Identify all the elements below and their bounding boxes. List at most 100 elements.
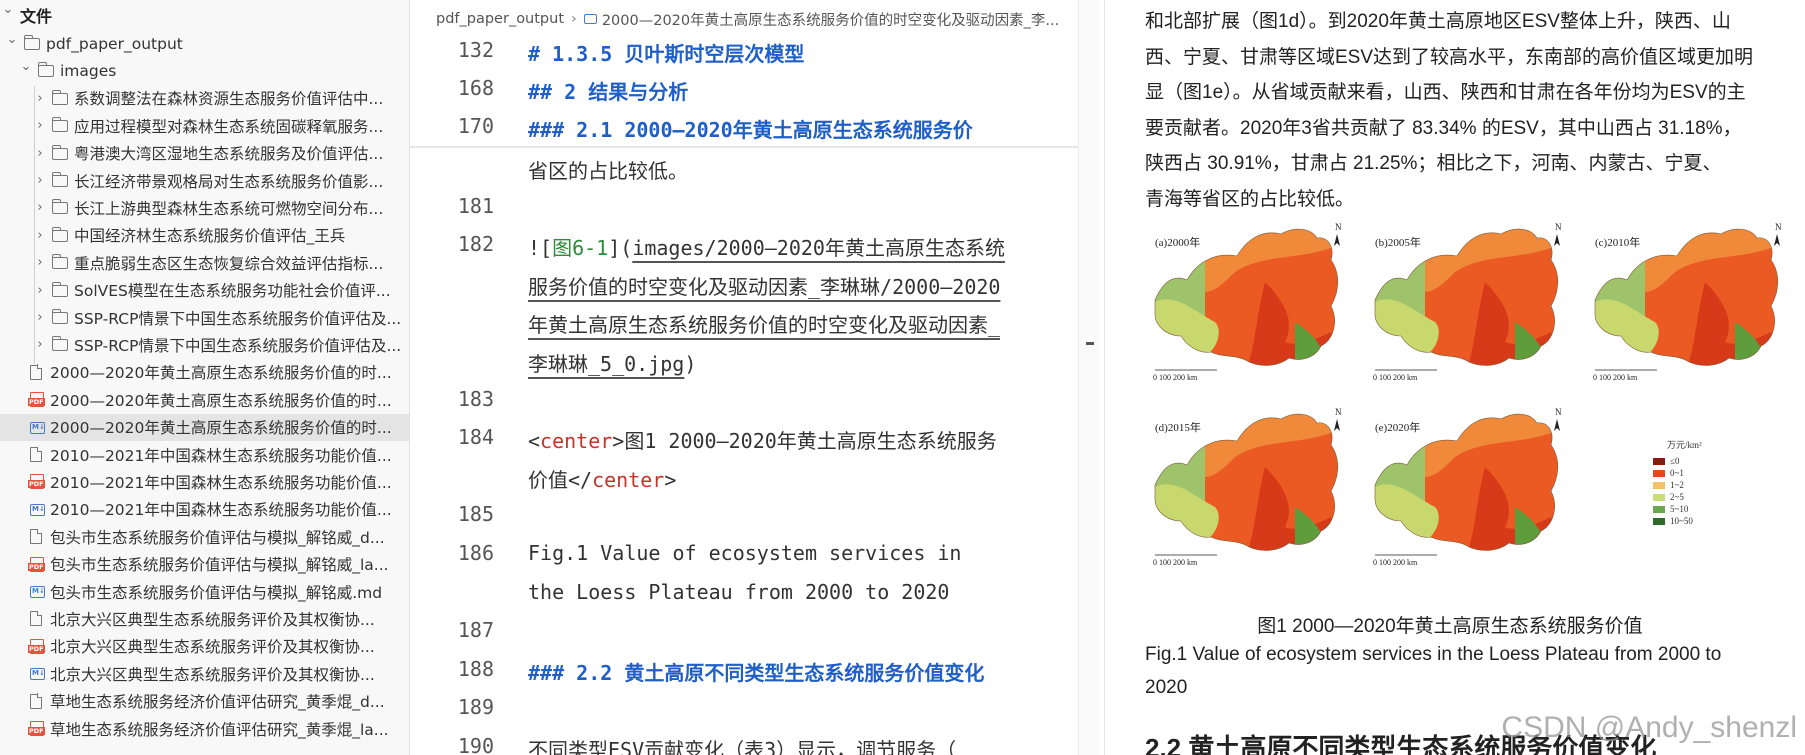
tree-item-folder[interactable]: › SSP-RCP情景下中国生态系统服务价值评估及...	[0, 331, 409, 358]
tree-item-md[interactable]: M↓ 2000—2020年黄土高原生态系统服务价值的时...	[0, 413, 409, 441]
tree-item-label: 北京大兴区典型生态系统服务评价及其权衡协...	[50, 638, 375, 657]
tree-item-folder[interactable]: ⌄ images	[0, 57, 409, 84]
markdown-file-icon: M↓	[30, 586, 45, 598]
tree-item-pdf[interactable]: PDF 北京大兴区典型生态系统服务评价及其权衡协...	[0, 633, 409, 660]
code-text: >	[664, 467, 677, 492]
tree-item-label: images	[60, 62, 117, 81]
file-icon	[30, 528, 43, 545]
north-label: N	[1555, 407, 1562, 417]
markdown-preview[interactable]: 和北部扩展（图1d）。到2020年黄土高原地区ESV整体上升，陕西、山 西、宁夏、…	[1104, 0, 1805, 755]
folder-icon	[51, 144, 68, 160]
tree-item-file[interactable]: 草地生态系统服务经济价值评估研究_黄季焜_d...	[0, 688, 409, 715]
tree-item-md[interactable]: M↓ 2010—2021年中国森林生态系统服务功能价值...	[0, 496, 409, 523]
tree-item-folder[interactable]: › 粤港澳大湾区湿地生态系统服务及价值评估...	[0, 140, 409, 167]
tree-item-file[interactable]: 2010—2021年中国森林生态系统服务功能价值...	[0, 441, 409, 468]
north-label: N	[1555, 222, 1562, 232]
section-heading: 2.2 黄土高原不同类型生态系统服务价值变化	[1145, 733, 1657, 755]
chevron-right-icon: ›	[37, 255, 43, 271]
folder-icon	[51, 199, 68, 215]
legend-item: 10~50	[1653, 515, 1702, 527]
legend-item: 5~10	[1653, 503, 1702, 515]
pdf-file-icon: PDF	[28, 392, 45, 408]
north-label: N	[1335, 407, 1342, 417]
code-line: the Loess Plateau from 2000 to 2020	[528, 580, 1068, 604]
legend-swatch	[1653, 469, 1665, 477]
north-label: N	[1775, 222, 1782, 232]
map-panel-label: (c)2010年	[1595, 235, 1640, 249]
tree-item-folder[interactable]: › 长江经济带景观格局对生态系统服务价值影...	[0, 167, 409, 194]
tree-item-pdf[interactable]: PDF 草地生态系统服务经济价值评估研究_黄季焜_la...	[0, 715, 409, 742]
breadcrumb-folder[interactable]: pdf_paper_output	[436, 11, 565, 27]
tree-item-folder[interactable]: › 应用过程模型对森林生态系统固碳释氧服务...	[0, 112, 409, 139]
line-number: 188	[457, 656, 494, 681]
legend-item: 0~1	[1653, 467, 1702, 479]
folder-icon	[51, 172, 68, 187]
folder-icon	[51, 281, 68, 297]
tree-item-label: 应用过程模型对森林生态系统固碳释氧服务...	[74, 117, 384, 136]
tree-item-folder[interactable]: › 重点脆弱生态区生态恢复综合效益评估指标...	[0, 249, 409, 276]
pdf-file-icon: PDF	[28, 721, 45, 736]
line-number: 187	[457, 618, 494, 643]
map-legend: 万元/km² ≤0 0~1 1~2 2~5 5~10 10~50	[1653, 438, 1702, 527]
link-text: 图6-1	[552, 236, 609, 261]
tree-item-label: 包头市生态系统服务价值评估与模拟_解铭威.md	[50, 583, 383, 602]
tree-item-md[interactable]: M↓ 包头市生态系统服务价值评估与模拟_解铭威.md	[0, 578, 409, 605]
code-text: )	[684, 352, 697, 376]
code-line: ### 2.2 黄土高原不同类型生态系统服务价值变化	[528, 657, 1068, 686]
tree-item-folder[interactable]: › SolVES模型在生态系统服务功能社会价值评...	[0, 277, 409, 304]
legend-label: ≤0	[1670, 456, 1680, 466]
tree-item-folder[interactable]: › 系数调整法在森林资源生态服务价值评估中...	[0, 85, 409, 112]
indent-guide	[34, 86, 35, 364]
tree-item-pdf[interactable]: PDF 2000—2020年黄土高原生态系统服务价值的时...	[0, 386, 409, 413]
tree-item-md[interactable]: M↓ 北京大兴区典型生态系统服务评价及其权衡协...	[0, 660, 409, 687]
sticky-header-line[interactable]: 170 ### 2.1 2000—2020年黄土高原生态系统服务价	[410, 108, 1080, 146]
file-icon	[30, 446, 43, 462]
tree-item-folder[interactable]: › SSP-RCP情景下中国生态系统服务价值评估及...	[0, 304, 409, 331]
folder-icon	[51, 89, 68, 105]
line-number: 181	[457, 193, 494, 218]
map-panel-label: (b)2005年	[1375, 235, 1421, 249]
line-number: 186	[457, 541, 494, 565]
tree-item-file[interactable]: 包头市生态系统服务价值评估与模拟_解铭威_d...	[0, 523, 409, 550]
north-arrow-icon	[1334, 419, 1340, 431]
heading-text: # 1.3.5 贝叶斯时空层次模型	[528, 42, 805, 66]
caption-en-line: Fig.1 Value of ecosystem services in the…	[1145, 644, 1722, 665]
pdf-file-icon: PDF	[28, 638, 45, 654]
tree-item-folder[interactable]: › 长江上游典型森林生态系统可燃物空间分布...	[0, 194, 409, 221]
tree-item-folder[interactable]: › 中国经济林生态系统服务价值评估_王兵	[0, 222, 409, 249]
scrollbar-position-marker[interactable]	[1086, 342, 1094, 345]
tree-item-label: 北京大兴区典型生态系统服务评价及其权衡协...	[50, 665, 375, 684]
sticky-header-line[interactable]: 168 ## 2 结果与分析	[410, 70, 1080, 108]
breadcrumb-file[interactable]: 2000—2020年黄土高原生态系统服务价值的时空变化及驱动因素_李...	[601, 12, 1060, 29]
tree-item-label: 草地生态系统服务经济价值评估研究_黄季焜_d...	[50, 693, 385, 712]
explorer-root[interactable]: ⌄ 文件	[0, 0, 409, 30]
chevron-down-icon: ⌄	[6, 32, 18, 47]
line-number: 184	[457, 425, 494, 450]
tree-item-file[interactable]: 2000—2020年黄土高原生态系统服务价值的时...	[0, 359, 409, 386]
link-url: 李琳琳_5_0.jpg	[528, 352, 685, 376]
code-line: 服务价值的时空变化及驱动因素_李琳琳/2000—2020	[528, 271, 1068, 300]
code-line: 年黄土高原生态系统服务价值的时空变化及驱动因素_	[528, 309, 1068, 338]
tree-item-folder[interactable]: ⌄ pdf_paper_output	[0, 30, 409, 57]
tree-item-pdf[interactable]: PDF 包头市生态系统服务价值评估与模拟_解铭威_la...	[0, 551, 409, 578]
file-icon	[30, 364, 43, 380]
explorer-root-label: 文件	[20, 7, 53, 26]
legend-swatch	[1653, 505, 1665, 513]
folder-icon	[51, 117, 68, 133]
tree-item-file[interactable]: 北京大兴区典型生态系统服务评价及其权衡协...	[0, 605, 409, 632]
markdown-file-icon: M↓	[30, 421, 45, 434]
tree-item-pdf[interactable]: PDF 2010—2021年中国森林生态系统服务功能价值...	[0, 468, 409, 495]
code-line: ![图6-1](images/2000—2020年黄土高原生态系统	[528, 232, 1068, 261]
preview-paragraph: 和北部扩展（图1d）。到2020年黄土高原地区ESV整体上升，陕西、山 西、宁夏、…	[1145, 4, 1785, 218]
chevron-right-icon: ›	[37, 145, 43, 161]
markdown-editor[interactable]: pdf_paper_output › 2000—2020年黄土高原生态系统服务价…	[410, 0, 1100, 755]
code-text: the Loess Plateau from 2000 to 2020	[528, 579, 950, 604]
scale-label: 0 100 200 km	[1153, 558, 1198, 567]
markdown-file-icon: M↓	[30, 668, 45, 681]
sticky-header-line[interactable]: 132 # 1.3.5 贝叶斯时空层次模型	[410, 32, 1080, 70]
editor-scrollbar[interactable]	[1078, 0, 1100, 755]
chevron-right-icon: ›	[37, 200, 43, 216]
heading-text: ### 2.2 黄土高原不同类型生态系统服务价值变化	[528, 660, 985, 685]
map-panel: (c)2010年 N 0 100 200 km	[1593, 222, 1782, 382]
